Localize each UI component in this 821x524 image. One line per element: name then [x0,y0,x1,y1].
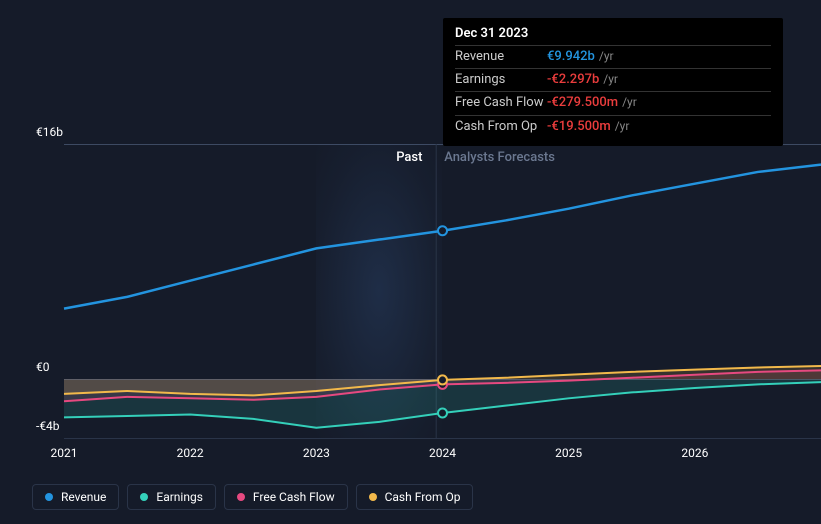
x-axis-label: 2024 [429,446,456,460]
tooltip-row: Free Cash Flow-€279.500m/yr [455,91,771,114]
legend-dot [369,493,377,501]
legend-dot [237,493,245,501]
tooltip-date: Dec 31 2023 [455,26,771,45]
tooltip-row-label: Earnings [455,71,547,89]
x-axis-label: 2021 [51,446,78,460]
past-label: Past [396,150,422,165]
tooltip-row-unit: /yr [622,94,637,112]
marker-revenue [438,226,447,235]
x-axis-label: 2022 [177,446,204,460]
financials-chart: €16b€0-€4b Past Analysts Forecasts 20212… [16,0,805,524]
tooltip-row-label: Revenue [455,48,547,66]
legend-label: Earnings [156,490,203,504]
tooltip-row: Revenue€9.942b/yr [455,45,771,68]
tooltip-row: Cash From Op-€19.500m/yr [455,115,771,138]
forecast-label: Analysts Forecasts [444,150,555,165]
tooltip-row-unit: /yr [615,118,630,136]
chart-legend: Revenue Earnings Free Cash Flow Cash From O… [32,484,473,510]
tooltip-row-value: -€2.297b [547,71,599,89]
tooltip-row-value: €9.942b [547,48,595,66]
tooltip-row-unit: /yr [599,48,614,66]
marker-cfo [438,375,447,384]
legend-label: Free Cash Flow [253,490,335,504]
tooltip-row: Earnings-€2.297b/yr [455,68,771,91]
legend-dot [140,493,148,501]
data-tooltip: Dec 31 2023 Revenue€9.942b/yrEarnings-€2… [443,18,783,146]
legend-label: Revenue [61,490,106,504]
x-axis-label: 2026 [681,446,708,460]
marker-earnings [438,409,447,418]
legend-item[interactable]: Earnings [127,484,216,510]
tooltip-row-unit: /yr [603,71,618,89]
legend-item[interactable]: Free Cash Flow [224,484,348,510]
tooltip-row-label: Free Cash Flow [455,94,547,112]
legend-label: Cash From Op [385,490,461,504]
legend-item[interactable]: Cash From Op [356,484,474,510]
x-axis-label: 2025 [555,446,582,460]
tooltip-row-value: -€19.500m [547,118,611,136]
tooltip-row-value: -€279.500m [547,94,618,112]
x-axis-label: 2023 [303,446,330,460]
series-line-revenue [64,165,821,309]
legend-dot [45,493,53,501]
legend-item[interactable]: Revenue [32,484,119,510]
tooltip-row-label: Cash From Op [455,118,547,136]
